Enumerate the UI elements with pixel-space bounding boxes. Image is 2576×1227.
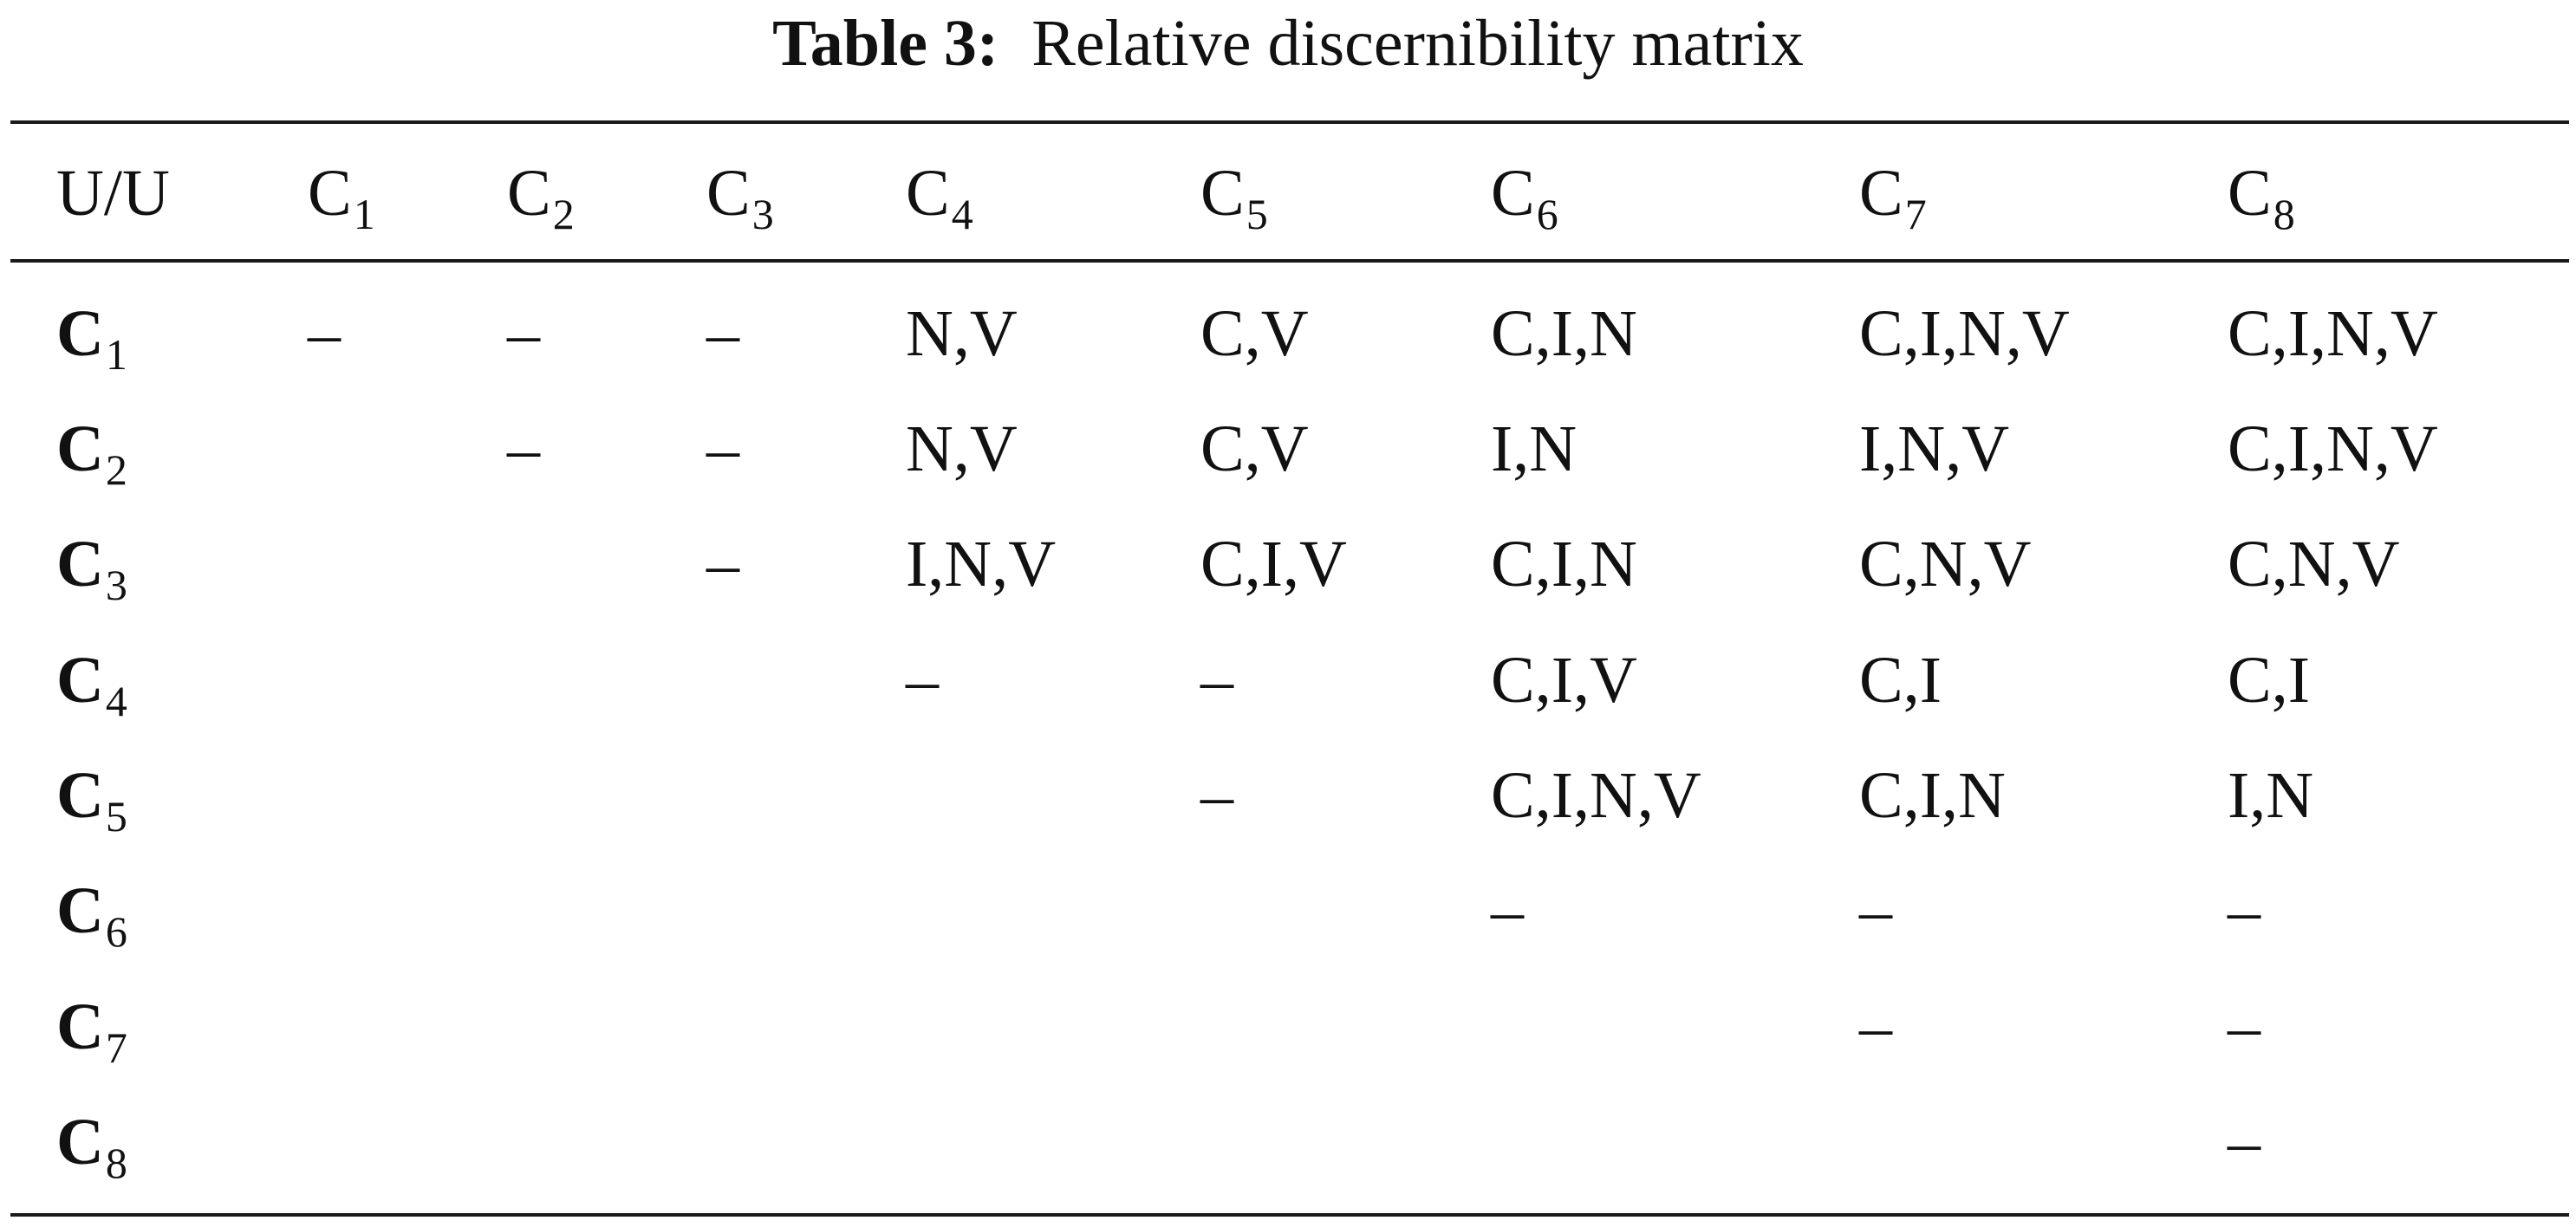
row-header-letter: C (56, 759, 104, 832)
table-cell: C,I,N (1859, 759, 2006, 832)
table-cell: C,N,V (2228, 528, 2400, 601)
row-header-letter-subscript: 5 (105, 792, 127, 841)
table-cell: I,N (1491, 412, 1577, 485)
header-rule (10, 259, 2569, 263)
row-header-letter-subscript: 7 (105, 1023, 127, 1072)
row-header-letter: C (56, 297, 104, 370)
table-cell: – (706, 528, 739, 601)
table-cell: C,V (1200, 412, 1309, 485)
row-header: C2 (56, 410, 127, 494)
bottom-rule (10, 1213, 2569, 1217)
table-cell: C,N,V (1859, 528, 2032, 601)
table-cell: N,V (906, 412, 1018, 485)
table-cell: – (308, 297, 341, 370)
table-cell: – (1491, 874, 1524, 947)
row-header-letter-subscript: 4 (105, 677, 127, 725)
table-cell: I,N,V (1859, 412, 2010, 485)
column-header: C7 (1859, 154, 1927, 238)
column-header-letter-subscript: 7 (1904, 190, 1927, 238)
table-cell: I,N (2228, 759, 2314, 832)
row-header-letter-subscript: 2 (105, 445, 127, 494)
column-header: C6 (1491, 154, 1558, 238)
column-header-letter: C (906, 157, 950, 230)
column-header-letter: C (308, 157, 352, 230)
row-header: C3 (56, 525, 127, 609)
table-cell: – (706, 297, 739, 370)
table-cell: – (706, 412, 739, 485)
table-cell: – (1200, 644, 1233, 717)
column-header-letter-subscript: 5 (1246, 190, 1268, 238)
column-header-letter-subscript: 4 (951, 190, 973, 238)
table-cell: – (906, 644, 939, 717)
row-header-letter: C (56, 874, 104, 947)
row-header: C8 (56, 1103, 127, 1187)
column-header: C5 (1200, 154, 1268, 238)
column-header-letter: C (507, 157, 551, 230)
column-header-letter: C (706, 157, 751, 230)
row-header-letter: C (56, 412, 104, 485)
column-header-letter-subscript: 2 (552, 190, 575, 238)
table-cell: C,I (2228, 644, 2310, 717)
row-header: C1 (56, 295, 127, 379)
row-header: C4 (56, 641, 127, 725)
column-header: C8 (2228, 154, 2295, 238)
column-header-letter: C (1200, 157, 1245, 230)
corner-header: U/U (56, 157, 170, 230)
column-header-letter-subscript: 8 (2273, 190, 2295, 238)
table-cell: C,I,V (1491, 644, 1637, 717)
table-cell: I,N,V (906, 528, 1057, 601)
table-label: Table 3: (772, 7, 999, 80)
table-title: Relative discernibility matrix (1031, 7, 1804, 80)
column-header-letter-subscript: 6 (1536, 190, 1558, 238)
column-header-letter-subscript: 3 (751, 190, 774, 238)
row-header: C7 (56, 988, 127, 1072)
column-header: C3 (706, 154, 774, 238)
column-header: C2 (507, 154, 575, 238)
row-header-letter-subscript: 8 (105, 1139, 127, 1187)
row-header-letter: C (56, 990, 104, 1063)
top-rule (10, 120, 2569, 124)
table-cell: N,V (906, 297, 1018, 370)
table-cell: – (507, 412, 540, 485)
table-cell: C,V (1200, 297, 1309, 370)
row-header-letter-subscript: 1 (105, 330, 127, 379)
row-header-letter: C (56, 528, 104, 601)
column-header: C4 (906, 154, 973, 238)
row-header: C6 (56, 872, 127, 956)
table-cell: – (2228, 1106, 2261, 1178)
table-caption: Table 3: Relative discernibility matrix (0, 0, 2576, 87)
table-cell: C,I,N (1491, 528, 1637, 601)
column-header-letter-subscript: 1 (353, 190, 375, 238)
table-cell: C,I,N,V (1859, 297, 2070, 370)
table-cell: – (1200, 759, 1233, 832)
table-cell: C,I,N,V (2228, 412, 2438, 485)
table-cell: – (1859, 874, 1892, 947)
table-cell: C,I,N (1491, 297, 1637, 370)
table-cell: – (507, 297, 540, 370)
column-header-letter: C (2228, 157, 2272, 230)
column-header: C1 (308, 154, 375, 238)
row-header-letter-subscript: 6 (105, 907, 127, 956)
row-header-letter-subscript: 3 (105, 561, 127, 609)
table-cell: C,I,N,V (1491, 759, 1701, 832)
column-header-letter: C (1859, 157, 1903, 230)
table-cell: – (1859, 990, 1892, 1063)
table-cell: C,I,N,V (2228, 297, 2438, 370)
column-header-letter: C (1491, 157, 1535, 230)
table-cell: C,I,V (1200, 528, 1347, 601)
row-header: C5 (56, 756, 127, 841)
table-cell: – (2228, 990, 2261, 1063)
row-header-letter: C (56, 1106, 104, 1178)
table-cell: – (2228, 874, 2261, 947)
row-header-letter: C (56, 644, 104, 717)
table-cell: C,I (1859, 644, 1942, 717)
